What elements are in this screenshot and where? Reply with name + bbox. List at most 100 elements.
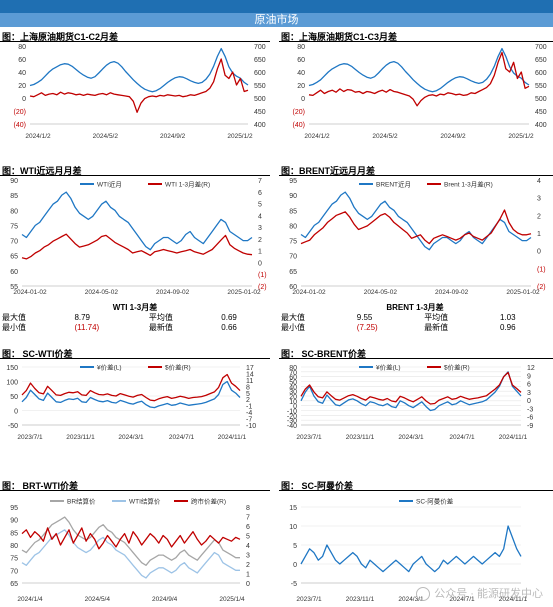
- series-line: [29, 47, 249, 93]
- y-tick-label: 0: [22, 96, 26, 103]
- y-tick-label: 70: [289, 370, 297, 377]
- y2-tick-label: 9: [527, 373, 531, 380]
- y2-tick-label: (1): [537, 266, 546, 273]
- series-line: [300, 371, 522, 405]
- y-tick-label: 5: [293, 543, 297, 550]
- legend-label: WTI近月: [97, 180, 122, 189]
- y-tick-label: 85: [10, 193, 18, 200]
- y-tick-label: 40: [289, 384, 297, 391]
- stats-title: WTI 1-3月差: [112, 303, 158, 312]
- x-tick-label: 2023/7/1: [296, 596, 322, 603]
- legend-label: SC-阿曼价差: [416, 497, 454, 506]
- y-tick-label: -40: [287, 423, 297, 430]
- panel-title-sc-oman: 图： SC-阿曼价差: [281, 481, 354, 491]
- y-tick-label: 10: [289, 524, 297, 531]
- y2-tick-label: 0: [258, 260, 262, 267]
- y-tick-label: 90: [289, 193, 297, 200]
- section-title: 原油市场: [0, 13, 553, 27]
- series-line: [21, 373, 241, 402]
- y2-tick-label: 0: [527, 398, 531, 405]
- x-tick-label: 2024/5/2: [372, 133, 398, 140]
- x-tick-label: 2024/1/2: [25, 133, 51, 140]
- stat-value: 9.55: [356, 313, 373, 322]
- stat-value: 8.79: [74, 313, 91, 322]
- y2-tick-label: 3: [537, 196, 541, 203]
- chart-sc-c1c2: 806040200(20)(40)70065060055050045040020…: [14, 44, 266, 140]
- series-line: [29, 58, 249, 113]
- wti-stats-table: WTI 1-3月差 最大值 8.79 平均值 0.69 最小值 (11.74) 最新值 0.…: [0, 303, 270, 333]
- panel-title-sc-wti: 图： SC-WTI价差: [2, 349, 73, 359]
- chart-sc-brent: 80706050403020100-10-20-30-40129630-3-6-…: [287, 363, 535, 442]
- watermark: 公众号 · 能源研发中心: [416, 585, 543, 601]
- y-tick-label: 85: [289, 208, 297, 215]
- y2-tick-label: -10: [246, 423, 256, 430]
- y-tick-label: 70: [289, 254, 297, 261]
- x-tick-label: 2025-01-02: [506, 289, 540, 296]
- series-line: [308, 47, 530, 93]
- series-line: [300, 371, 522, 412]
- panel-rule: [279, 41, 553, 42]
- y-tick-label: 10: [289, 399, 297, 406]
- series-line: [308, 51, 530, 107]
- y2-tick-label: 3: [527, 390, 531, 397]
- y-tick-label: 50: [10, 394, 18, 401]
- panel-rule: [279, 175, 553, 176]
- y2-tick-label: 5: [246, 391, 250, 398]
- y-tick-label: -20: [287, 413, 297, 420]
- y2-tick-label: (1): [258, 272, 267, 279]
- stat-value: (11.74): [74, 323, 100, 332]
- y-tick-label: 60: [289, 375, 297, 382]
- y2-tick-label: -7: [246, 417, 252, 424]
- y2-tick-label: -1: [246, 404, 252, 411]
- y2-tick-label: 2: [246, 562, 250, 569]
- y2-tick-label: 3: [258, 225, 262, 232]
- y2-tick-label: 550: [535, 83, 547, 90]
- legend-label: Brent 1-3月差(R): [444, 180, 493, 189]
- x-tick-label: 2023/11/1: [346, 596, 375, 603]
- y2-tick-label: -9: [527, 423, 533, 430]
- x-tick-label: 2024-05-02: [364, 289, 398, 296]
- y2-tick-label: 1: [258, 249, 262, 256]
- x-tick-label: 2024/3/1: [398, 596, 424, 603]
- legend-label: 跨市价差(R): [191, 497, 226, 506]
- y-tick-label: (20): [14, 109, 26, 116]
- x-tick-label: 2024-09-02: [156, 289, 190, 296]
- x-tick-label: 2024/5/4: [85, 596, 111, 603]
- x-tick-label: 2024/9/2: [440, 133, 466, 140]
- y2-tick-label: 2: [258, 237, 262, 244]
- series-line: [300, 191, 532, 251]
- y2-tick-label: 7: [258, 178, 262, 185]
- y2-tick-label: 6: [246, 524, 250, 531]
- y-tick-label: 60: [10, 269, 18, 276]
- y-tick-label: 60: [18, 57, 26, 64]
- x-tick-label: 2025/1/4: [219, 596, 245, 603]
- y2-tick-label: 6: [258, 190, 262, 197]
- y-tick-label: 0: [293, 404, 297, 411]
- x-tick-label: 2024-01-02: [13, 289, 47, 296]
- x-tick-label: 2024/11/1: [218, 434, 247, 441]
- y2-tick-label: 0: [246, 581, 250, 588]
- y2-tick-label: 8: [246, 505, 250, 512]
- panel-title-wti-spread: 图：WTI近远月月差: [2, 166, 82, 176]
- x-tick-label: 2024/1/4: [17, 596, 43, 603]
- y2-tick-label: 3: [246, 553, 250, 560]
- y2-tick-label: 0: [537, 249, 541, 256]
- y-tick-label: 80: [289, 365, 297, 372]
- stat-label: 最新值: [424, 323, 449, 332]
- panel-rule: [0, 41, 270, 42]
- legend-label: WTI结算价: [129, 497, 161, 506]
- panel-title-brent-spread: 图：BRENT近远月月差: [281, 166, 375, 176]
- y2-tick-label: 400: [254, 122, 266, 129]
- y-tick-label: 80: [10, 208, 18, 215]
- stat-value: 0.66: [221, 323, 237, 332]
- y-tick-label: 80: [289, 223, 297, 230]
- stat-value: 0.69: [221, 313, 237, 322]
- y-tick-label: 65: [289, 269, 297, 276]
- x-tick-label: 2024/11/1: [499, 596, 528, 603]
- y2-tick-label: 11: [246, 378, 253, 385]
- y2-tick-label: -6: [527, 415, 533, 422]
- y-tick-label: 70: [10, 568, 18, 575]
- y2-tick-label: 650: [535, 57, 547, 64]
